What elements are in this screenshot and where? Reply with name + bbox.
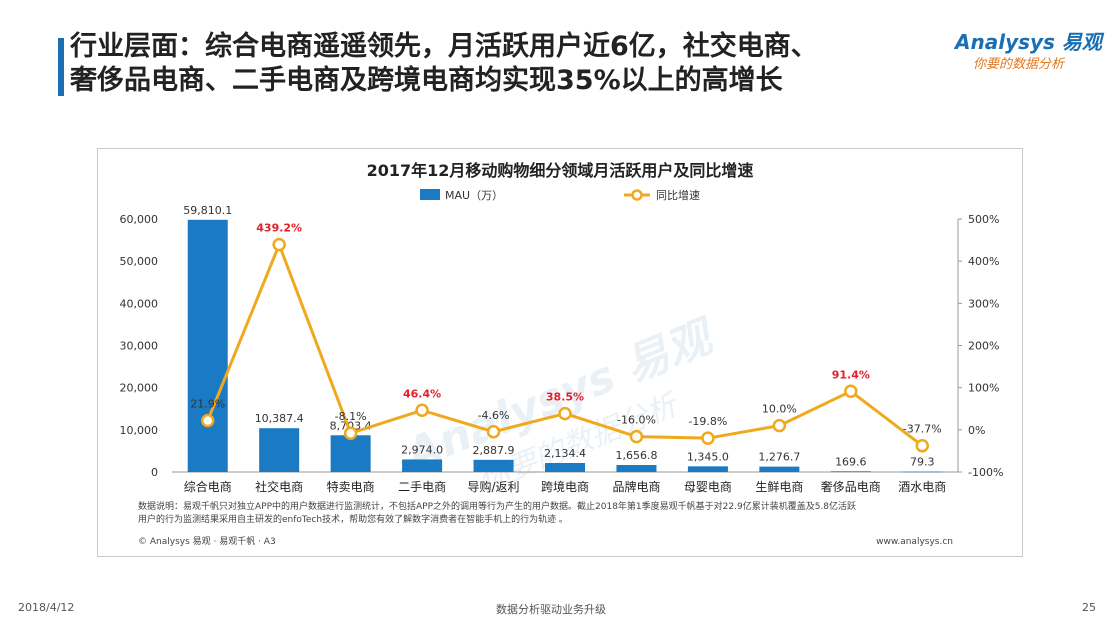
slide-title-line2: 奢侈品电商、二手电商及跨境电商均实现35%以上的高增长	[70, 65, 783, 96]
left-y-tick-label: 40,000	[120, 297, 159, 310]
growth-point	[272, 237, 286, 252]
growth-point	[415, 403, 429, 418]
legend-line-label: 同比增速	[656, 188, 700, 202]
growth-point	[629, 429, 644, 444]
left-y-tick-label: 20,000	[120, 382, 159, 395]
bar	[402, 459, 443, 472]
combo-chart: Analysys 易观 你要的数据分析 2017年12月移动购物细分领域月活跃用…	[120, 161, 1004, 547]
logo-name: Analysys 易观	[955, 30, 1102, 54]
bar	[473, 459, 514, 472]
growth-value-label: -16.0%	[617, 414, 656, 427]
x-category-label: 奢侈品电商	[821, 479, 881, 494]
growth-value-label: 439.2%	[256, 222, 302, 235]
growth-value-label: 91.4%	[832, 368, 870, 381]
copyright-note: © Analysys 易观 · 易观千帆 · A3	[138, 535, 276, 547]
footer-date: 2018/4/12	[18, 601, 75, 614]
x-category-label: 母婴电商	[684, 479, 732, 494]
chart-frame: Analysys 易观 你要的数据分析 2017年12月移动购物细分领域月活跃用…	[97, 148, 1023, 557]
growth-value-label: -19.8%	[688, 415, 727, 428]
right-y-axis: -100% 0% 100% 200% 300% 400% 500%	[957, 213, 1003, 479]
source-website: www.analysys.cn	[876, 537, 953, 547]
right-y-tick-label: 400%	[968, 255, 999, 268]
bar-value-label: 1,656.8	[615, 449, 657, 462]
line-series: 21.9% 439.2% -8.1% 46.4% -4.6% 38.5% -16.0% -19…	[190, 222, 942, 453]
left-y-tick-label: 60,000	[120, 213, 159, 226]
bar	[259, 428, 300, 472]
left-y-tick-label: 50,000	[120, 255, 159, 268]
slide-title: 行业层面：综合电商遥遥领先，月活跃用户近6亿，社交电商、 奢侈品电商、二手电商及…	[70, 30, 950, 98]
x-category-label: 品牌电商	[612, 479, 660, 494]
right-y-tick-label: 200%	[968, 340, 999, 353]
bar-value-label: 2,887.9	[473, 444, 515, 457]
analysys-logo-icon: Analysys 易观 你要的数据分析	[955, 26, 1105, 76]
growth-point	[772, 418, 787, 433]
bar	[902, 471, 943, 473]
left-y-tick-label: 30,000	[120, 340, 159, 353]
left-y-tick-label: 0	[151, 466, 158, 479]
chart-title: 2017年12月移动购物细分领域月活跃用户及同比增速	[367, 161, 754, 180]
legend-bar-swatch	[420, 189, 440, 200]
bar-value-label: 59,810.1	[183, 204, 232, 217]
bar-value-label: 1,276.7	[758, 451, 800, 464]
bar-series: 59,810.110,387.48,703.42,974.0 2,887.9 2,1…	[183, 204, 943, 473]
growth-point	[915, 438, 930, 453]
x-category-label: 综合电商	[184, 479, 232, 494]
bar	[616, 465, 657, 472]
growth-value-label: 38.5%	[546, 391, 584, 404]
bar	[687, 466, 728, 472]
bar-value-label: 10,387.4	[255, 412, 304, 425]
growth-point	[486, 425, 501, 439]
bar-value-label: 2,974.0	[401, 443, 443, 456]
right-y-tick-label: 0%	[968, 424, 985, 437]
x-category-label: 导购/返利	[468, 479, 520, 494]
data-note-line2: 用户的行为监测结果采用自主研发的enfoTech技术，帮助您有效了解数字消费者在…	[138, 513, 568, 525]
data-note-line1: 数据说明：易观千帆只对独立APP中的用户数据进行监测统计，不包括APP之外的调用…	[138, 500, 856, 512]
title-accent-bar	[58, 38, 64, 96]
growth-point	[200, 413, 215, 428]
right-y-tick-label: 500%	[968, 213, 999, 226]
legend-bar-label: MAU（万）	[445, 189, 503, 202]
bar	[545, 462, 585, 472]
right-y-tick-label: 100%	[968, 382, 999, 395]
growth-value-label: -4.6%	[478, 409, 510, 422]
page-number: 25	[1082, 601, 1096, 614]
bar	[830, 471, 871, 472]
x-category-label: 酒水电商	[898, 479, 946, 494]
growth-point	[844, 384, 858, 399]
x-category-label: 跨境电商	[541, 479, 589, 494]
bar-value-label: 79.3	[910, 456, 935, 469]
x-category-label: 生鲜电商	[755, 479, 803, 494]
growth-value-label: -8.1%	[335, 410, 367, 423]
x-category-label: 社交电商	[255, 479, 303, 494]
left-y-tick-label: 10,000	[120, 424, 159, 437]
bar	[187, 219, 228, 472]
x-category-label: 二手电商	[398, 479, 446, 494]
bar	[330, 435, 371, 472]
right-y-tick-label: -100%	[968, 466, 1003, 479]
growth-point	[343, 426, 358, 440]
growth-value-label: -37.7%	[903, 423, 942, 436]
bar-value-label: 2,134.4	[544, 447, 586, 460]
growth-value-label: 46.4%	[403, 387, 441, 400]
bar-value-label: 1,345.0	[687, 450, 729, 463]
logo-tagline: 你要的数据分析	[973, 57, 1065, 72]
x-category-label: 特卖电商	[327, 479, 375, 494]
growth-value-label: 21.9%	[190, 398, 225, 411]
legend-line-marker	[631, 189, 643, 201]
legend: MAU（万） 同比增速	[420, 188, 700, 202]
bar-value-label: 169.6	[835, 455, 867, 468]
bar	[759, 466, 800, 472]
growth-value-label: 10.0%	[762, 403, 797, 416]
left-y-axis: 0 10,000 20,000 30,000 40,000 50,000 60,000	[120, 213, 159, 479]
x-axis-labels: 综合电商 社交电商 特卖电商 二手电商 导购/返利 跨境电商 品牌电商 母婴电商 生鲜电商 奢侈品…	[184, 479, 947, 494]
footer-slogan: 数据分析驱动业务升级	[496, 603, 606, 616]
slide-title-line1: 行业层面：综合电商遥遥领先，月活跃用户近6亿，社交电商、	[70, 31, 818, 62]
growth-point	[701, 431, 715, 445]
right-y-tick-label: 300%	[968, 297, 999, 310]
growth-point	[558, 406, 572, 421]
